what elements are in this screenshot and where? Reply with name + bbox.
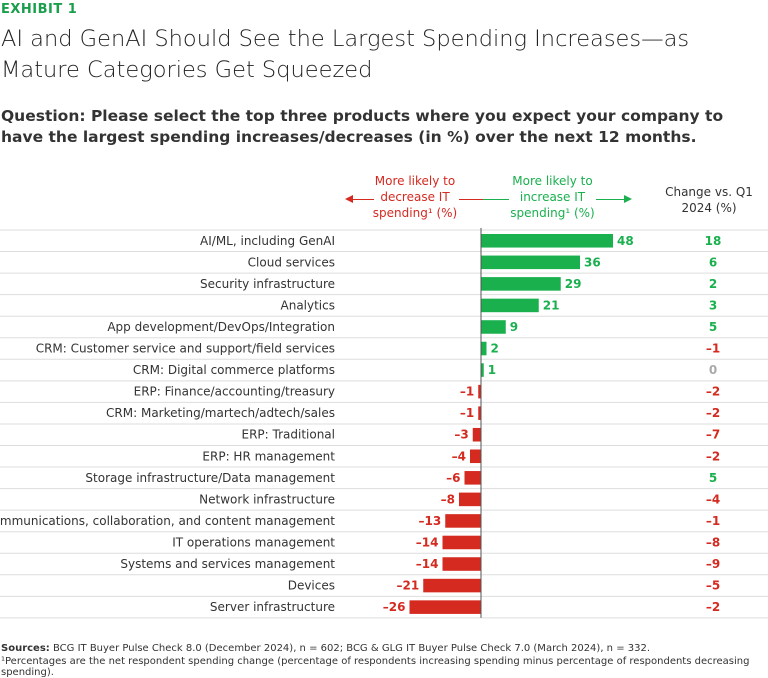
question-text: Question: Please select the top three pr… — [1, 107, 724, 146]
bar — [481, 234, 613, 248]
bar — [481, 255, 580, 270]
change-label: –2 — [706, 600, 720, 614]
left-arrowhead-icon — [345, 195, 353, 203]
category-label: ERP: HR management — [202, 449, 335, 463]
value-label: 2 — [491, 342, 499, 356]
change-label: 6 — [709, 255, 717, 269]
value-label: –6 — [446, 471, 460, 485]
footnote: ¹Percentages are the net respondent spen… — [1, 656, 750, 678]
value-label: –14 — [416, 535, 439, 549]
change-label: –1 — [706, 514, 720, 528]
bar — [423, 578, 481, 593]
increase-header: More likely to increase IT spending¹ (%) — [510, 174, 595, 220]
bar — [445, 514, 481, 528]
change-label: –5 — [706, 579, 720, 593]
change-label: 5 — [709, 471, 717, 485]
bar — [470, 449, 481, 464]
value-label: –8 — [441, 492, 455, 506]
category-label: CRM: Digital commerce platforms — [133, 363, 335, 377]
value-label: –3 — [454, 428, 468, 442]
sources-label: Sources: — [1, 643, 50, 654]
change-label: 18 — [705, 234, 722, 248]
category-label: Server infrastructure — [210, 600, 335, 614]
change-label: –2 — [706, 385, 720, 399]
category-label: ERP: Traditional — [242, 428, 336, 442]
value-label: 36 — [584, 255, 601, 269]
change-label: 3 — [709, 298, 717, 312]
change-label: –4 — [706, 492, 720, 506]
value-label: 48 — [617, 234, 634, 248]
value-label: 9 — [510, 320, 518, 334]
bar — [481, 298, 539, 313]
category-label: IT operations management — [172, 535, 335, 549]
category-label: Communications, collaboration, and conte… — [0, 514, 335, 528]
change-label: –2 — [706, 406, 720, 420]
bar — [481, 277, 561, 291]
category-label: Cloud services — [248, 255, 335, 269]
change-label: –9 — [706, 557, 720, 571]
change-label: –8 — [706, 535, 720, 549]
value-label: –14 — [416, 557, 439, 571]
category-label: Network infrastructure — [199, 492, 335, 506]
bar — [472, 427, 481, 442]
value-label: –21 — [397, 579, 420, 593]
category-label: Systems and services management — [120, 557, 335, 571]
bar-chart: AI/ML, including GenAI 48 18 Cloud services… — [0, 228, 768, 619]
category-label: CRM: Marketing/martech/adtech/sales — [106, 406, 335, 420]
change-label: –1 — [706, 342, 720, 356]
chart-title: AI and GenAI Should See the Largest Spen… — [1, 26, 690, 83]
bar — [478, 406, 481, 420]
change-label: –2 — [706, 449, 720, 463]
bar — [442, 557, 481, 571]
category-label: CRM: Customer service and support/field … — [36, 342, 335, 356]
value-label: –13 — [419, 514, 442, 528]
change-label: 5 — [709, 320, 717, 334]
divider-red — [459, 199, 483, 200]
bar — [478, 384, 481, 399]
bar — [481, 363, 484, 377]
value-label: –1 — [460, 406, 474, 420]
bar — [442, 535, 481, 550]
value-label: 21 — [543, 298, 560, 312]
change-label: –7 — [706, 428, 720, 442]
change-header: Change vs. Q1 2024 (%) — [665, 185, 753, 215]
right-arrowhead-icon — [624, 195, 632, 203]
left-arrow-icon — [352, 199, 374, 200]
bar — [459, 492, 481, 507]
sources: Sources: BCG IT Buyer Pulse Check 8.0 (D… — [1, 643, 650, 654]
right-arrow-icon — [596, 199, 624, 200]
category-label: Security infrastructure — [200, 277, 335, 291]
change-label: 2 — [709, 277, 717, 291]
value-label: 1 — [488, 363, 496, 377]
bar — [409, 600, 481, 614]
sources-text: BCG IT Buyer Pulse Check 8.0 (December 2… — [52, 643, 651, 654]
change-label: 0 — [709, 363, 717, 377]
category-label: ERP: Finance/accounting/treasury — [134, 385, 335, 399]
bar — [481, 341, 487, 356]
value-label: 29 — [565, 277, 582, 291]
bar — [481, 320, 506, 334]
exhibit-label: EXHIBIT 1 — [1, 2, 78, 17]
value-label: –1 — [460, 385, 474, 399]
category-label: AI/ML, including GenAI — [200, 234, 335, 248]
category-label: App development/DevOps/Integration — [107, 320, 335, 334]
bar — [464, 471, 481, 485]
category-label: Devices — [288, 579, 335, 593]
category-label: Storage infrastructure/Data management — [85, 471, 335, 485]
divider-green — [483, 199, 509, 200]
decrease-header: More likely to decrease IT spending¹ (%) — [372, 174, 458, 220]
category-label: Analytics — [281, 298, 336, 312]
value-label: –4 — [452, 449, 466, 463]
value-label: –26 — [383, 600, 406, 614]
